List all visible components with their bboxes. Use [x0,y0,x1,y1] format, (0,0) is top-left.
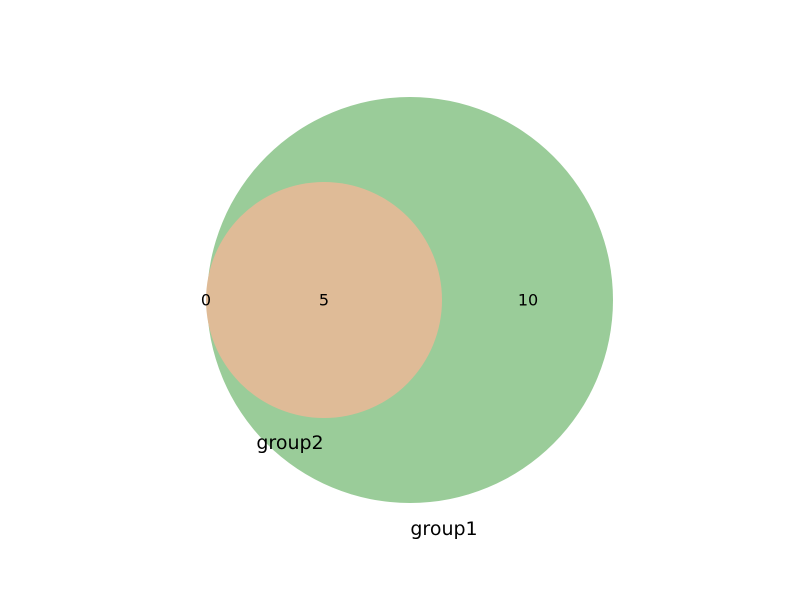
group2-label: group2 [256,432,323,454]
group1-label: group1 [410,518,477,540]
group2-circle [206,182,442,418]
intersection-count: 5 [319,291,329,310]
group2-only-count: 0 [201,291,211,310]
group1-only-count: 10 [518,291,538,310]
